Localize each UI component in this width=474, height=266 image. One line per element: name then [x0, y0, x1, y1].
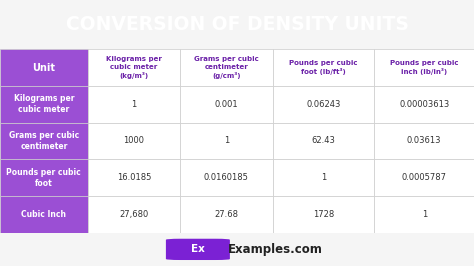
Text: Pounds per cubic
inch (lb/in³): Pounds per cubic inch (lb/in³): [390, 60, 458, 75]
Bar: [88, 159, 180, 196]
Bar: [273, 49, 374, 86]
Bar: [0, 49, 88, 86]
Text: Pounds per cubic
foot (lb/ft³): Pounds per cubic foot (lb/ft³): [289, 60, 358, 75]
Text: 0.0160185: 0.0160185: [204, 173, 249, 182]
Text: Cubic Inch: Cubic Inch: [21, 210, 66, 219]
Text: Unit: Unit: [32, 63, 55, 73]
Text: Kilograms per
cubic meter: Kilograms per cubic meter: [14, 94, 74, 114]
Text: 1: 1: [421, 210, 427, 219]
Text: 0.00003613: 0.00003613: [399, 100, 449, 109]
Text: 1: 1: [131, 100, 137, 109]
Text: 0.0005787: 0.0005787: [402, 173, 447, 182]
FancyBboxPatch shape: [166, 239, 230, 260]
Bar: [273, 159, 374, 196]
Bar: [0, 86, 88, 123]
Text: Pounds per cubic
foot: Pounds per cubic foot: [7, 168, 81, 188]
Bar: [374, 86, 474, 123]
Text: Kilograms per
cubic meter
(kg/m³): Kilograms per cubic meter (kg/m³): [106, 56, 162, 79]
Text: 0.03613: 0.03613: [407, 136, 441, 146]
Bar: [180, 159, 273, 196]
Bar: [0, 196, 88, 233]
Text: Grams per cubic
centimeter: Grams per cubic centimeter: [9, 131, 79, 151]
Bar: [0, 159, 88, 196]
Text: 27.68: 27.68: [214, 210, 238, 219]
Bar: [273, 123, 374, 159]
Text: CONVERSION OF DENSITY UNITS: CONVERSION OF DENSITY UNITS: [65, 15, 409, 34]
Bar: [88, 86, 180, 123]
Bar: [273, 196, 374, 233]
Text: 16.0185: 16.0185: [117, 173, 151, 182]
Bar: [273, 86, 374, 123]
Text: 1: 1: [224, 136, 229, 146]
Bar: [88, 123, 180, 159]
Text: 1728: 1728: [313, 210, 334, 219]
Text: 27,680: 27,680: [119, 210, 148, 219]
Bar: [0, 123, 88, 159]
Bar: [88, 49, 180, 86]
Text: Ex: Ex: [191, 244, 205, 254]
Text: Grams per cubic
centimeter
(g/cm³): Grams per cubic centimeter (g/cm³): [194, 56, 259, 79]
Bar: [180, 86, 273, 123]
Text: 1: 1: [321, 173, 326, 182]
Bar: [88, 196, 180, 233]
Text: 62.43: 62.43: [311, 136, 336, 146]
Bar: [374, 123, 474, 159]
Text: Examples.com: Examples.com: [228, 243, 322, 256]
Text: 0.06243: 0.06243: [306, 100, 341, 109]
Bar: [180, 196, 273, 233]
Bar: [180, 123, 273, 159]
Text: 1000: 1000: [123, 136, 145, 146]
Bar: [374, 196, 474, 233]
Bar: [180, 49, 273, 86]
Bar: [374, 49, 474, 86]
Bar: [374, 159, 474, 196]
Text: 0.001: 0.001: [215, 100, 238, 109]
